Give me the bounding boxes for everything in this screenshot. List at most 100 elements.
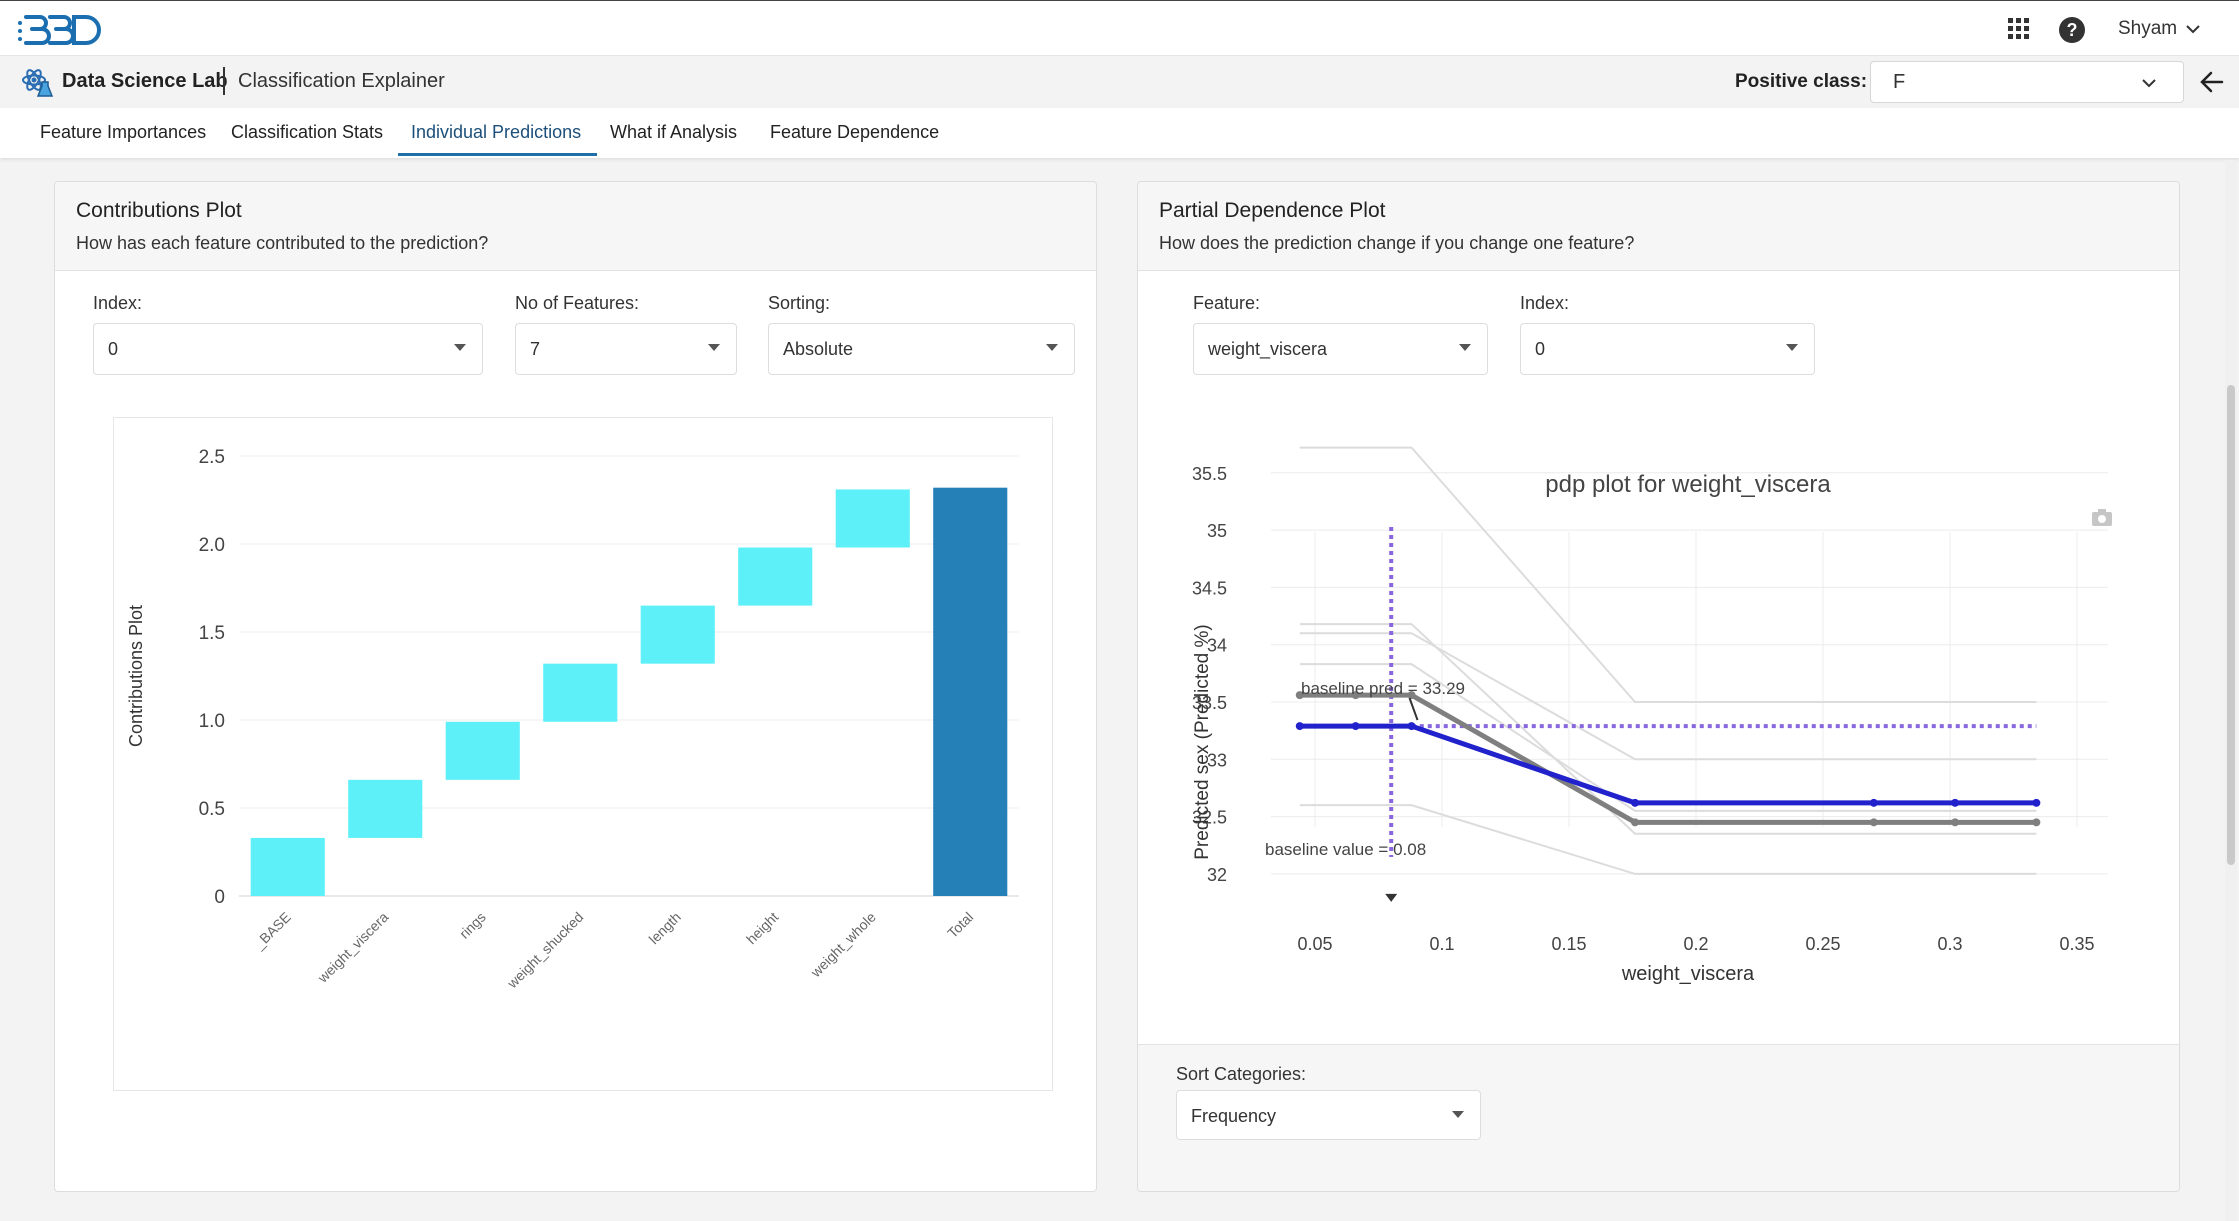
- x-tick-label: weight_whole: [807, 909, 879, 981]
- pdp-description: How does the prediction change if you ch…: [1159, 233, 1635, 253]
- sort-categories-area: Sort Categories: Frequency: [1138, 1044, 2179, 1191]
- x-tick-label: weight_viscera: [314, 909, 392, 987]
- y-tick-label: 1.5: [199, 623, 225, 644]
- app-name: Data Science Lab: [62, 70, 228, 92]
- pdp-index-select[interactable]: 0: [1520, 323, 1815, 375]
- chevron-down-icon: [2142, 79, 2156, 88]
- pdp-index-label: Index:: [1520, 293, 1570, 313]
- ice-line: [1299, 446, 2037, 703]
- index-pdp-line: [1299, 723, 2037, 806]
- svg-text:?: ?: [2067, 20, 2078, 40]
- tab-individual-predictions[interactable]: Individual Predictions: [411, 122, 582, 142]
- y-tick-label: 2.5: [199, 447, 225, 468]
- y-tick-label: 35.5: [1192, 464, 1227, 484]
- no-of-features-value: 7: [530, 339, 541, 359]
- apps-grid-icon[interactable]: [2008, 18, 2030, 40]
- pdp-point: [1951, 818, 1960, 827]
- index-label: Index:: [93, 293, 143, 313]
- ice-line: [1299, 623, 2037, 835]
- pdp-point: [1295, 691, 1304, 700]
- x-tick-label: length: [646, 909, 684, 947]
- x-tick-label: 0.15: [1551, 934, 1586, 954]
- contributions-plot-frame: 0 0.5 1.0 1.5 2.0 2.5 Contributions Plot _BASE w…: [113, 417, 1053, 1091]
- x-tick-label: Total: [944, 909, 976, 941]
- company-logo[interactable]: [16, 11, 108, 47]
- science-lab-icon: [22, 69, 54, 97]
- help-icon[interactable]: ?: [2058, 16, 2086, 44]
- y-tick-label: 2.0: [199, 535, 225, 556]
- annotation-arrow: [1408, 697, 1419, 721]
- x-tick-label: 0.05: [1297, 934, 1332, 954]
- ice-line: [1299, 663, 2037, 812]
- caret-down-icon: [1459, 344, 1471, 351]
- pdp-point: [1631, 798, 1640, 807]
- x-tick-label: 0.2: [1683, 934, 1708, 954]
- pdp-point: [1295, 722, 1304, 731]
- no-of-features-label: No of Features:: [515, 293, 640, 313]
- feature-select[interactable]: weight_viscera: [1193, 323, 1488, 375]
- contributions-card: Contributions Plot How has each feature …: [54, 181, 1097, 1192]
- pdp-point: [1631, 818, 1640, 827]
- pdp-index-value: 0: [1535, 339, 1546, 359]
- bar-rings: [445, 721, 520, 780]
- pdp-title: Partial Dependence Plot: [1159, 199, 1386, 222]
- pdp-point: [1869, 798, 1878, 807]
- baseline-value-annotation: baseline value = 0.08: [1265, 840, 1426, 859]
- sorting-select[interactable]: Absolute: [768, 323, 1075, 375]
- y-tick-label: 32.5: [1192, 808, 1227, 828]
- y-tick-label: 1.0: [199, 711, 225, 732]
- tab-feature-dependence[interactable]: Feature Dependence: [770, 122, 940, 142]
- pdp-point: [1351, 722, 1360, 731]
- bar-weight-viscera: [348, 779, 423, 838]
- index-select[interactable]: 0: [93, 323, 483, 375]
- contributions-card-header: Contributions Plot How has each feature …: [55, 182, 1096, 271]
- bar-length: [640, 605, 715, 664]
- pdp-point: [1407, 722, 1416, 731]
- arrow-left-icon[interactable]: [2198, 68, 2226, 96]
- bar-weight-whole: [835, 489, 910, 548]
- pdp-point: [2032, 818, 2041, 827]
- tab-what-if-analysis[interactable]: What if Analysis: [610, 122, 738, 142]
- user-menu[interactable]: Shyam: [2118, 18, 2201, 40]
- positive-class-value: F: [1893, 71, 1906, 93]
- positive-class-label: Positive class:: [1735, 71, 1868, 92]
- contributions-title: Contributions Plot: [76, 199, 242, 222]
- camera-icon: [2092, 509, 2112, 526]
- pdp-point: [1407, 691, 1416, 700]
- caret-down-icon: [1452, 1111, 1464, 1118]
- no-of-features-select[interactable]: 7: [515, 323, 737, 375]
- y-tick-label: 0.5: [199, 799, 225, 820]
- pdp-chart: pdp plot for weight_viscera 32 32.5 33 33.5 3…: [1192, 446, 2112, 985]
- ice-line: [1299, 804, 2037, 875]
- pdp-chart-title: pdp plot for weight_viscera: [1545, 471, 1831, 498]
- sort-categories-value: Frequency: [1191, 1106, 1277, 1126]
- bar-height: [738, 547, 813, 606]
- pdp-point: [1351, 691, 1360, 700]
- x-tick-label: weight_shucked: [503, 909, 586, 992]
- x-tick-label: 0.1: [1429, 934, 1454, 954]
- bar-Total: [933, 487, 1008, 896]
- camera-lens: [2098, 515, 2106, 523]
- y-axis-label: Contributions Plot: [126, 605, 146, 747]
- positive-class-select[interactable]: F: [1870, 61, 2184, 103]
- y-tick-label: 34: [1207, 636, 1227, 656]
- active-tab-indicator: [398, 153, 597, 156]
- x-tick-label: 0.25: [1805, 934, 1840, 954]
- caret-down-icon: [1786, 344, 1798, 351]
- sorting-label: Sorting:: [768, 293, 831, 313]
- user-name: Shyam: [2118, 18, 2178, 39]
- chevron-down-icon: [2186, 25, 2200, 34]
- app-header: [0, 56, 2239, 108]
- x-tick-label: _BASE: [250, 909, 294, 953]
- tab-feature-importances[interactable]: Feature Importances: [40, 122, 207, 142]
- x-tick-label: height: [743, 909, 781, 947]
- y-tick-label: 33.5: [1192, 693, 1227, 713]
- caret-down-icon: [454, 344, 466, 351]
- page-scrollbar-thumb[interactable]: [2227, 385, 2235, 865]
- pdp-point: [1951, 798, 1960, 807]
- sort-categories-select[interactable]: Frequency: [1176, 1090, 1481, 1140]
- pdp-point: [1869, 818, 1878, 827]
- tab-classification-stats[interactable]: Classification Stats: [231, 122, 384, 142]
- y-axis-label: Predicted sex (Predicted %): [1192, 624, 1213, 860]
- y-tick-label: 0: [214, 887, 225, 908]
